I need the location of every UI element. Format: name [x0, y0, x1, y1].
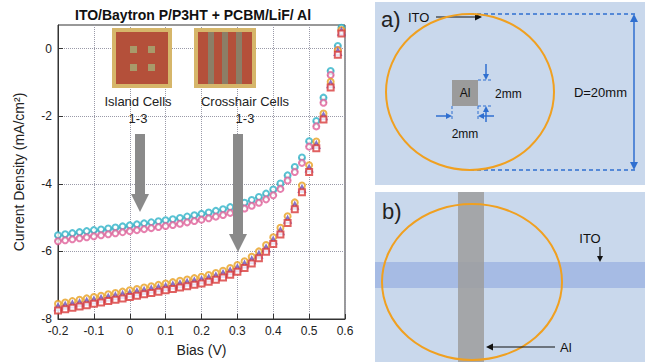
svg-text:ITO/Baytron P/P3HT + PCBM/LiF/: ITO/Baytron P/P3HT + PCBM/LiF/ Al	[75, 7, 311, 23]
svg-text:-6: -6	[41, 244, 52, 258]
svg-text:D=20mm: D=20mm	[574, 85, 627, 100]
svg-text:0.3: 0.3	[229, 324, 246, 338]
svg-text:0.2: 0.2	[193, 324, 210, 338]
svg-text:2mm: 2mm	[495, 87, 522, 101]
svg-text:ITO: ITO	[579, 231, 600, 246]
svg-text:b): b)	[382, 199, 402, 224]
svg-text:2mm: 2mm	[452, 127, 479, 141]
svg-text:1-3: 1-3	[236, 111, 255, 126]
svg-text:-0.2: -0.2	[48, 324, 69, 338]
svg-text:0.5: 0.5	[301, 324, 318, 338]
svg-text:0.4: 0.4	[265, 324, 282, 338]
svg-text:0: 0	[126, 324, 133, 338]
svg-text:Island Cells: Island Cells	[104, 94, 172, 109]
svg-text:ITO: ITO	[408, 10, 429, 25]
svg-text:Al: Al	[560, 340, 572, 355]
svg-text:-0.1: -0.1	[84, 324, 105, 338]
svg-text:Bias (V): Bias (V)	[177, 342, 227, 358]
svg-text:0.6: 0.6	[337, 324, 354, 338]
svg-text:Current Density (mA/cm²): Current Density (mA/cm²)	[11, 93, 27, 252]
svg-text:1-3: 1-3	[129, 111, 148, 126]
svg-text:Al: Al	[460, 86, 471, 100]
svg-text:a): a)	[381, 7, 401, 32]
svg-text:0: 0	[45, 42, 52, 56]
svg-text:-4: -4	[41, 177, 52, 191]
svg-text:-2: -2	[41, 109, 52, 123]
svg-text:Crosshair Cells: Crosshair Cells	[201, 94, 290, 109]
svg-text:0.1: 0.1	[157, 324, 174, 338]
svg-text:-8: -8	[41, 312, 52, 326]
